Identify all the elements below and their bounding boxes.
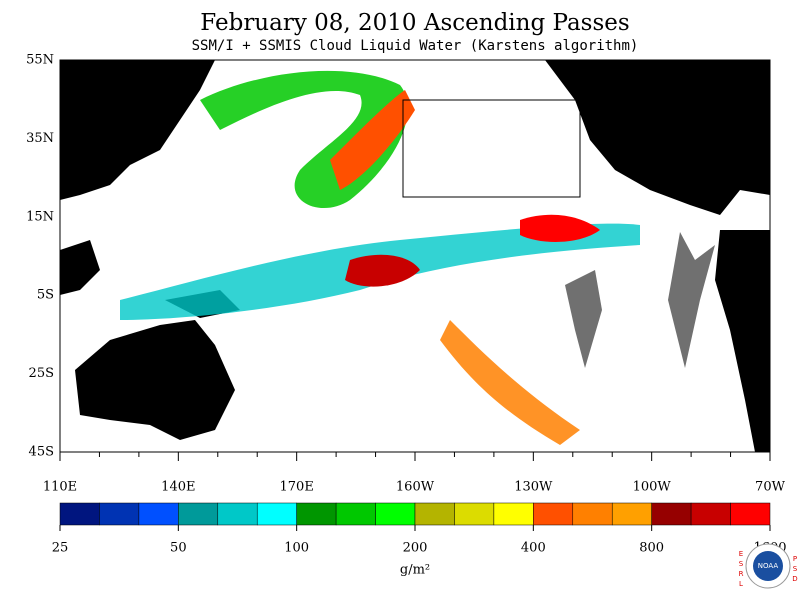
- lat-label: 25S: [29, 366, 54, 381]
- title: February 08, 2010 Ascending Passes: [200, 10, 629, 36]
- color-swatch: [572, 502, 613, 526]
- lon-label: 160W: [396, 480, 435, 495]
- color-swatch: [690, 502, 731, 526]
- map: [59, 59, 771, 453]
- color-swatch: [493, 502, 534, 526]
- colorbar-label: 25: [52, 541, 69, 556]
- colorbar-label: 400: [521, 541, 546, 556]
- lon-labels: 110E 140E 170E 160W 130W 100W 70W: [43, 452, 786, 495]
- color-swatch: [533, 502, 574, 526]
- color-swatch: [611, 502, 652, 526]
- cloud-spcz: [440, 320, 580, 445]
- color-swatch: [138, 502, 179, 526]
- colorbar-label: 200: [403, 541, 428, 556]
- logo: NOAA ESRL PSD: [737, 543, 799, 590]
- colorbar-label: 100: [284, 541, 309, 556]
- lat-label: 5S: [37, 288, 54, 303]
- no-data: [565, 270, 602, 368]
- color-swatch: [414, 502, 455, 526]
- logo-right: PSD: [791, 555, 799, 585]
- no-data: [668, 232, 715, 368]
- color-swatch: [335, 502, 376, 526]
- color-swatch: [296, 502, 337, 526]
- land-australia: [75, 320, 235, 440]
- land-south-america: [715, 230, 770, 452]
- lon-label: 70W: [755, 480, 786, 495]
- lon-label: 100W: [633, 480, 672, 495]
- lon-label: 170E: [280, 480, 314, 495]
- region-box: [402, 99, 581, 198]
- land-indochina: [60, 240, 100, 295]
- logo-disc: [753, 551, 783, 581]
- color-swatch: [454, 502, 495, 526]
- colorbar-label: 800: [639, 541, 664, 556]
- lon-label: 110E: [43, 480, 77, 495]
- color-swatch: [730, 502, 771, 526]
- cloud-core: [345, 254, 420, 287]
- colorbar: 25501002004008001600: [52, 502, 787, 556]
- logo-center: NOAA: [758, 562, 779, 570]
- lat-labels: 55N 35N 15N 5S 25S 45S: [26, 53, 54, 460]
- color-swatch: [99, 502, 140, 526]
- land-asia: [60, 60, 215, 200]
- lat-label: 15N: [26, 209, 54, 224]
- lon-label: 130W: [514, 480, 553, 495]
- lat-label: 35N: [26, 131, 54, 146]
- cloud-core: [330, 90, 415, 190]
- land-north-america: [545, 60, 770, 215]
- color-swatch: [217, 502, 258, 526]
- lat-label: 45S: [29, 445, 54, 460]
- lat-label: 55N: [26, 53, 54, 68]
- color-swatch: [178, 502, 219, 526]
- subtitle: SSM/I + SSMIS Cloud Liquid Water (Karste…: [192, 38, 639, 54]
- lon-label: 140E: [161, 480, 195, 495]
- color-swatch: [375, 502, 416, 526]
- color-swatch: [651, 502, 692, 526]
- unit-label: g/m²: [400, 563, 430, 578]
- logo-left: ESRL: [737, 550, 745, 590]
- colorbar-label: 50: [170, 541, 187, 556]
- color-swatch: [256, 502, 297, 526]
- cloud-core: [520, 214, 600, 242]
- color-swatch: [59, 502, 100, 526]
